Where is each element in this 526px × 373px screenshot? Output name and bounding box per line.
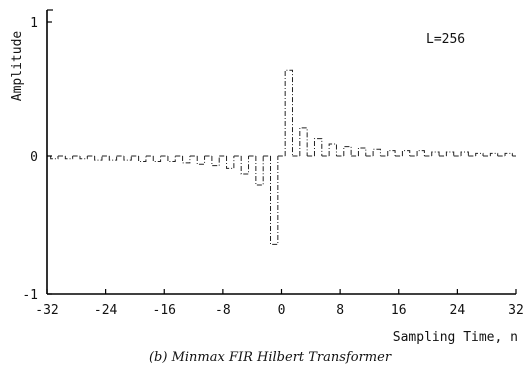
impulse-pulse (211, 156, 220, 167)
impulse-pulse (284, 69, 293, 156)
impulse-pulse (401, 150, 411, 156)
y-tick-label: 1 (30, 16, 38, 31)
x-tick-label: 24 (450, 303, 466, 318)
impulse-pulse (240, 156, 250, 175)
x-tick-label: 0 (278, 303, 286, 318)
y-tick-label: -1 (22, 288, 38, 303)
impulse-pulse (489, 152, 499, 156)
impulse-pulse (196, 156, 206, 165)
impulse-pulse (475, 152, 484, 156)
impulse-pulse (94, 156, 103, 161)
impulse-pulse (108, 156, 118, 161)
impulse-pulse (167, 156, 176, 163)
impulse-pulse (460, 151, 469, 156)
y-axis-label: Amplitude (10, 31, 25, 102)
impulse-pulse (445, 151, 455, 156)
figure-caption: (b) Minmax FIR Hilbert Transformer (149, 350, 392, 365)
x-tick-label: -24 (94, 303, 118, 318)
impulse-pulse (357, 147, 367, 156)
impulse-pulse (182, 156, 191, 164)
impulse-pulse (343, 146, 352, 156)
impulse-pulse (416, 150, 425, 156)
impulse-pulse (372, 148, 381, 156)
x-tick-label: 16 (391, 303, 407, 318)
impulse-pulse (313, 138, 323, 156)
x-tick-label: 32 (508, 303, 524, 318)
impulse-pulse (270, 156, 279, 245)
y-tick-label: 0 (30, 150, 38, 165)
impulse-pulse (328, 143, 337, 156)
impulse-pulse (50, 156, 59, 160)
axes (46, 9, 516, 295)
impulse-pulse (255, 156, 264, 186)
impulse-pulse (504, 152, 513, 156)
impulse-pulse (123, 156, 132, 161)
impulse-pulse (64, 156, 74, 160)
x-tick-label: 8 (336, 303, 344, 318)
impulse-pulse (431, 151, 440, 156)
x-tick-label: -16 (153, 303, 176, 318)
impulse-pulse (138, 156, 147, 163)
series-group (47, 69, 516, 245)
tick-group: -32 -24 -16 -8 0 8 16 24 32 1 0 -1 (22, 16, 523, 318)
impulse-pulse (152, 156, 162, 163)
annotation-l256: L=256 (426, 32, 465, 47)
impulse-pulse (79, 156, 88, 160)
impulse-pulse (387, 150, 396, 156)
impulse-pulse (299, 127, 308, 156)
x-tick-label: -8 (215, 303, 231, 318)
impulse-pulse (226, 156, 235, 169)
x-axis-label: Sampling Time, n (393, 330, 518, 345)
x-tick-label: -32 (35, 303, 58, 318)
